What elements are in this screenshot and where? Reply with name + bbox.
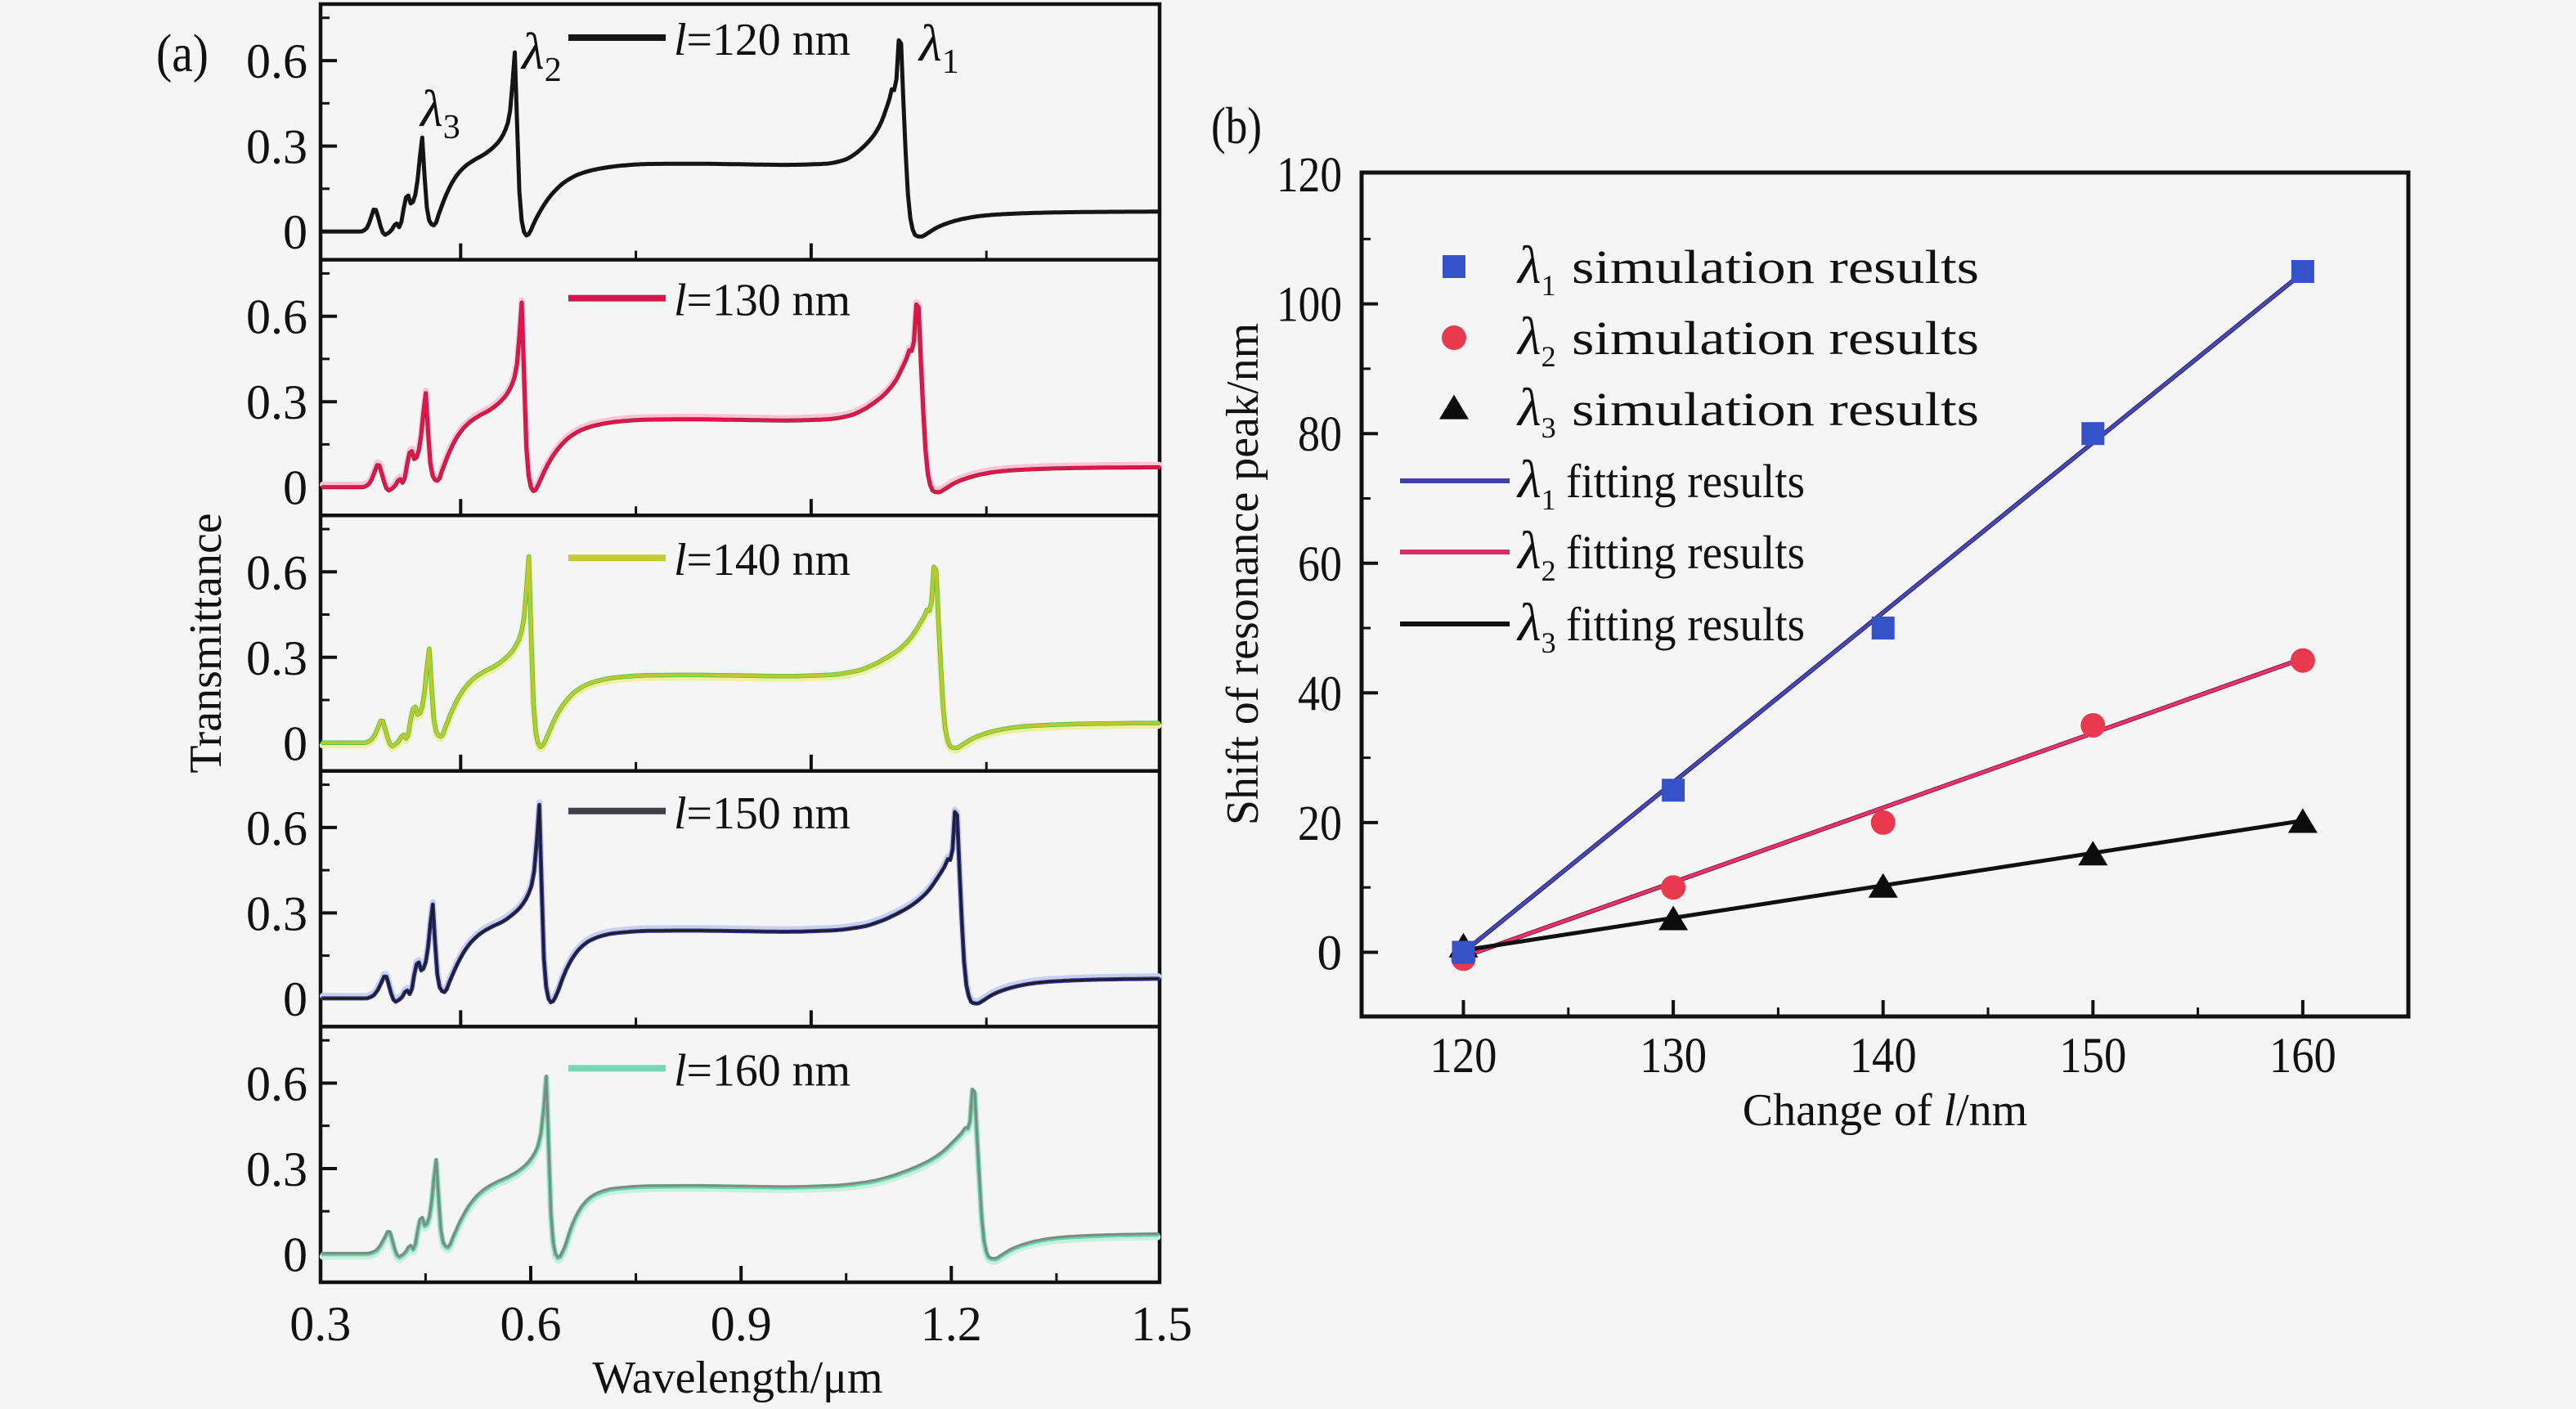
svg-text:0.6: 0.6 [246, 290, 307, 344]
svg-text:Shift of resonance peak/nm: Shift of resonance peak/nm [1218, 323, 1268, 825]
svg-text:fitting results: fitting results [1566, 598, 1805, 651]
svg-text:l=120 nm: l=120 nm [674, 15, 850, 65]
svg-text:140: 140 [1850, 1029, 1917, 1084]
svg-text:0: 0 [283, 716, 307, 770]
svg-text:1.2: 1.2 [921, 1297, 982, 1351]
svg-text:λ2: λ2 [1516, 521, 1556, 587]
svg-text:0.3: 0.3 [246, 375, 307, 429]
svg-text:λ1: λ1 [1516, 236, 1556, 302]
svg-text:120: 120 [1277, 148, 1342, 203]
svg-text:fitting results: fitting results [1566, 455, 1805, 508]
svg-text:0.3: 0.3 [289, 1297, 351, 1351]
svg-text:0.6: 0.6 [246, 801, 307, 855]
svg-text:(a): (a) [156, 24, 209, 83]
svg-text:160: 160 [2269, 1029, 2336, 1084]
svg-text:0.6: 0.6 [246, 34, 307, 88]
svg-text:80: 80 [1298, 407, 1342, 462]
svg-text:0.9: 0.9 [711, 1297, 772, 1351]
svg-text:0.3: 0.3 [246, 886, 307, 940]
svg-text:l=150 nm: l=150 nm [674, 788, 850, 839]
svg-text:1.5: 1.5 [1131, 1297, 1192, 1351]
svg-text:0: 0 [283, 205, 307, 259]
svg-text:0.6: 0.6 [246, 1057, 307, 1111]
svg-text:Change of l/nm: Change of l/nm [1743, 1085, 2027, 1136]
svg-text:40: 40 [1298, 666, 1342, 721]
svg-text:0: 0 [283, 461, 307, 515]
svg-text:Wavelength/μm: Wavelength/μm [592, 1353, 882, 1403]
svg-text:simulation results: simulation results [1572, 383, 1979, 436]
svg-text:Transmittance: Transmittance [181, 513, 231, 773]
svg-text:λ2: λ2 [1516, 307, 1556, 373]
svg-text:0.3: 0.3 [246, 631, 307, 685]
svg-text:(b): (b) [1211, 96, 1262, 155]
svg-text:100: 100 [1277, 278, 1342, 333]
svg-text:20: 20 [1298, 796, 1342, 851]
svg-text:0.3: 0.3 [246, 1142, 307, 1196]
svg-text:0: 0 [283, 1228, 307, 1282]
svg-text:150: 150 [2059, 1029, 2126, 1084]
svg-text:0: 0 [1317, 927, 1343, 981]
svg-text:0: 0 [283, 972, 307, 1026]
svg-text:0.6: 0.6 [246, 545, 307, 599]
svg-text:120: 120 [1430, 1029, 1497, 1084]
svg-text:λ3: λ3 [1516, 378, 1556, 444]
svg-text:l=140 nm: l=140 nm [674, 535, 850, 586]
svg-text:0.3: 0.3 [246, 120, 307, 174]
svg-text:λ3: λ3 [1516, 593, 1556, 659]
svg-text:60: 60 [1298, 537, 1342, 592]
svg-text:simulation results: simulation results [1572, 240, 1979, 294]
svg-text:130: 130 [1640, 1029, 1707, 1084]
svg-text:fitting results: fitting results [1566, 526, 1805, 579]
svg-text:λ1: λ1 [1516, 450, 1556, 516]
svg-text:0.6: 0.6 [500, 1297, 562, 1351]
svg-text:l=160 nm: l=160 nm [674, 1045, 850, 1096]
svg-text:l=130 nm: l=130 nm [674, 276, 850, 326]
svg-text:simulation results: simulation results [1572, 312, 1979, 365]
